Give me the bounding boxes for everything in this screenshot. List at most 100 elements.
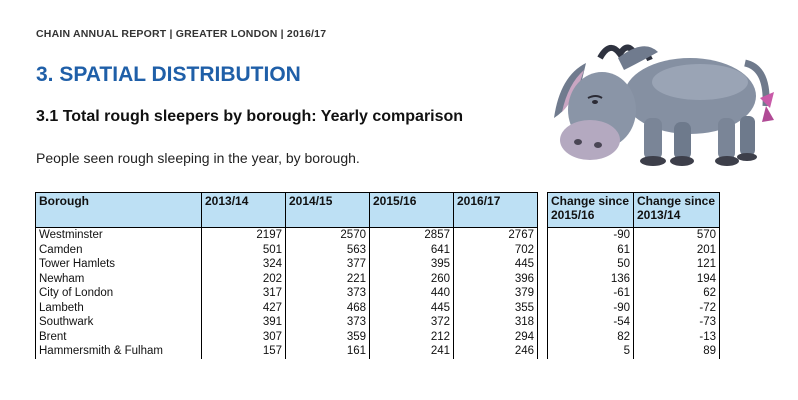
cell-2016-17: 702	[453, 242, 538, 257]
cell-borough: Westminster	[35, 227, 202, 243]
cell-borough: Newham	[35, 271, 202, 286]
cell-change-since-2013-14: -73	[633, 315, 720, 330]
cell-spacer	[537, 257, 548, 272]
cell-2016-17: 246	[453, 344, 538, 359]
table-row: Newham 202 221 260 396 136 194	[35, 271, 720, 286]
header-borough: Borough	[35, 192, 202, 228]
cell-spacer	[537, 315, 548, 330]
cell-spacer	[537, 300, 548, 315]
cell-2013-14: 501	[201, 242, 286, 257]
cell-2013-14: 157	[201, 344, 286, 359]
table-row: Hammersmith & Fulham 157 161 241 246 5 89	[35, 344, 720, 359]
intro-text: People seen rough sleeping in the year, …	[36, 150, 360, 166]
cell-2013-14: 317	[201, 286, 286, 301]
table-row: Tower Hamlets 324 377 395 445 50 121	[35, 257, 720, 272]
table-row: Lambeth 427 468 445 355 -90 -72	[35, 300, 720, 315]
table-row: Brent 307 359 212 294 82 -13	[35, 329, 720, 344]
cell-change-since-2013-14: 89	[633, 344, 720, 359]
header-change-since-2015-16: Change since 2015/16	[547, 192, 634, 228]
cell-2014-15: 373	[285, 286, 370, 301]
cell-2014-15: 221	[285, 271, 370, 286]
cell-2015-16: 212	[369, 329, 454, 344]
cell-2015-16: 445	[369, 300, 454, 315]
cell-2014-15: 377	[285, 257, 370, 272]
cell-2014-15: 359	[285, 329, 370, 344]
donkey-illustration-icon	[554, 44, 774, 166]
cell-2013-14: 391	[201, 315, 286, 330]
cell-change-since-2013-14: 62	[633, 286, 720, 301]
cell-change-since-2015-16: 50	[547, 257, 634, 272]
table-row: Westminster 2197 2570 2857 2767 -90 570	[35, 227, 720, 243]
table-row: Southwark 391 373 372 318 -54 -73	[35, 315, 720, 330]
cell-change-since-2015-16: 61	[547, 242, 634, 257]
cell-borough: Brent	[35, 329, 202, 344]
cell-borough: Tower Hamlets	[35, 257, 202, 272]
cell-change-since-2013-14: -13	[633, 329, 720, 344]
cell-spacer	[537, 242, 548, 257]
table-row: Camden 501 563 641 702 61 201	[35, 242, 720, 257]
cell-borough: Hammersmith & Fulham	[35, 344, 202, 359]
cell-change-since-2015-16: -90	[547, 227, 634, 243]
cell-change-since-2015-16: -54	[547, 315, 634, 330]
cell-2015-16: 241	[369, 344, 454, 359]
header-change-line2: 2015/16	[551, 208, 595, 222]
cell-2015-16: 260	[369, 271, 454, 286]
rough-sleepers-table: Borough 2013/14 2014/15 2015/16 2016/17 …	[35, 192, 720, 359]
cell-2016-17: 318	[453, 315, 538, 330]
cell-change-since-2015-16: 5	[547, 344, 634, 359]
cell-2013-14: 202	[201, 271, 286, 286]
header-2016-17: 2016/17	[453, 192, 538, 228]
cell-2015-16: 2857	[369, 227, 454, 243]
cell-change-since-2013-14: 121	[633, 257, 720, 272]
cell-2013-14: 307	[201, 329, 286, 344]
cell-borough: Lambeth	[35, 300, 202, 315]
header-change-line1: Change since	[551, 194, 630, 208]
cell-2016-17: 355	[453, 300, 538, 315]
cell-2016-17: 2767	[453, 227, 538, 243]
header-2014-15: 2014/15	[285, 192, 370, 228]
cell-2016-17: 294	[453, 329, 538, 344]
header-2013-14: 2013/14	[201, 192, 286, 228]
cell-2015-16: 440	[369, 286, 454, 301]
cell-2014-15: 161	[285, 344, 370, 359]
cell-spacer	[537, 329, 548, 344]
cell-2015-16: 395	[369, 257, 454, 272]
cell-change-since-2013-14: 570	[633, 227, 720, 243]
cell-2013-14: 324	[201, 257, 286, 272]
header-change-since-2013-14: Change since 2013/14	[633, 192, 720, 228]
cell-2015-16: 641	[369, 242, 454, 257]
cell-2016-17: 379	[453, 286, 538, 301]
cell-spacer	[537, 227, 548, 243]
cell-change-since-2015-16: 82	[547, 329, 634, 344]
cell-change-since-2015-16: -61	[547, 286, 634, 301]
cell-change-since-2013-14: -72	[633, 300, 720, 315]
cell-change-since-2013-14: 194	[633, 271, 720, 286]
cell-2015-16: 372	[369, 315, 454, 330]
cell-2016-17: 396	[453, 271, 538, 286]
cell-spacer	[537, 271, 548, 286]
header-change-line2: 2013/14	[637, 208, 681, 222]
section-title: 3. SPATIAL DISTRIBUTION	[36, 63, 301, 86]
cell-2014-15: 563	[285, 242, 370, 257]
cell-borough: Southwark	[35, 315, 202, 330]
subsection-title: 3.1 Total rough sleepers by borough: Yea…	[36, 108, 464, 125]
table-row: City of London 317 373 440 379 -61 62	[35, 286, 720, 301]
cell-2013-14: 2197	[201, 227, 286, 243]
cell-2013-14: 427	[201, 300, 286, 315]
cell-change-since-2015-16: -90	[547, 300, 634, 315]
cell-spacer	[537, 344, 548, 359]
cell-change-since-2013-14: 201	[633, 242, 720, 257]
header-2015-16: 2015/16	[369, 192, 454, 228]
cell-spacer	[537, 286, 548, 301]
cell-borough: Camden	[35, 242, 202, 257]
cell-2016-17: 445	[453, 257, 538, 272]
report-header-line: CHAIN ANNUAL REPORT | GREATER LONDON | 2…	[36, 28, 327, 40]
cell-borough: City of London	[35, 286, 202, 301]
header-change-line1: Change since	[637, 194, 716, 208]
cell-2014-15: 373	[285, 315, 370, 330]
header-spacer	[537, 192, 548, 228]
table-header-row: Borough 2013/14 2014/15 2015/16 2016/17 …	[35, 192, 720, 228]
cell-2014-15: 2570	[285, 227, 370, 243]
cell-2014-15: 468	[285, 300, 370, 315]
cell-change-since-2015-16: 136	[547, 271, 634, 286]
